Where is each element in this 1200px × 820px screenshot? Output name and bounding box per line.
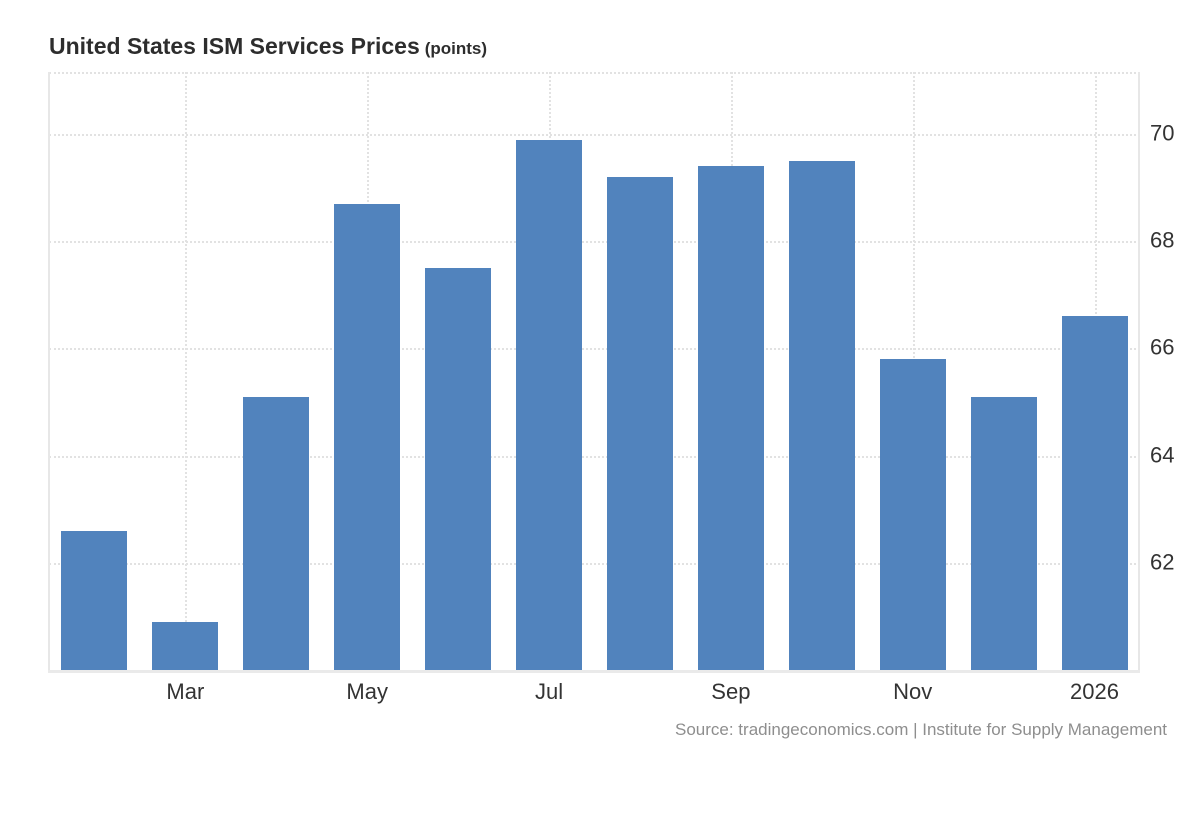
x-axis-tick-label: Sep [711, 679, 751, 704]
x-axis-tick-label: Jul [534, 679, 564, 704]
bar-apr[interactable] [243, 396, 310, 670]
bar-aug[interactable] [606, 177, 673, 670]
horizontal-gridline [49, 348, 1140, 351]
bar-dec[interactable] [970, 396, 1037, 670]
chart-title: United States ISM Services Prices (points… [49, 33, 487, 60]
y-axis-tick-label: 62 [1150, 549, 1175, 575]
bar-sep[interactable] [697, 166, 764, 670]
x-axis-tick-label: Nov [893, 679, 933, 704]
x-axis-tick-label: Mar [166, 679, 205, 704]
x-axis-line [48, 670, 1140, 673]
chart-title-text: United States ISM Services Prices [49, 33, 420, 59]
chart-title-unit: (points) [424, 39, 488, 58]
bar-mar[interactable] [152, 621, 219, 670]
bar-jul[interactable] [516, 139, 583, 670]
y-axis-tick-label: 68 [1150, 227, 1175, 253]
source-attribution: Source: tradingeconomics.com | Institute… [675, 720, 1167, 739]
horizontal-gridline [49, 455, 1140, 458]
y-axis-line-left [48, 72, 50, 670]
horizontal-gridline [49, 241, 1140, 244]
bar-jun[interactable] [425, 268, 492, 670]
bar-may[interactable] [334, 203, 401, 670]
y-axis-line-right [1138, 72, 1140, 670]
bar-feb[interactable] [61, 530, 128, 670]
y-axis-tick-label: 66 [1150, 334, 1175, 360]
vertical-gridline [185, 72, 188, 670]
bar-oct[interactable] [788, 160, 855, 670]
plot-top-gridline [49, 72, 1140, 74]
y-axis-tick-label: 70 [1150, 120, 1175, 146]
y-axis-tick-label: 64 [1150, 442, 1175, 468]
horizontal-gridline [49, 134, 1140, 137]
x-axis-tick-label: 2026 [1070, 679, 1120, 704]
bar-nov[interactable] [879, 359, 946, 670]
plot-area [49, 72, 1140, 670]
horizontal-gridline [49, 562, 1140, 565]
bar-jan-2026[interactable] [1061, 316, 1128, 670]
x-axis-tick-label: May [346, 679, 388, 704]
